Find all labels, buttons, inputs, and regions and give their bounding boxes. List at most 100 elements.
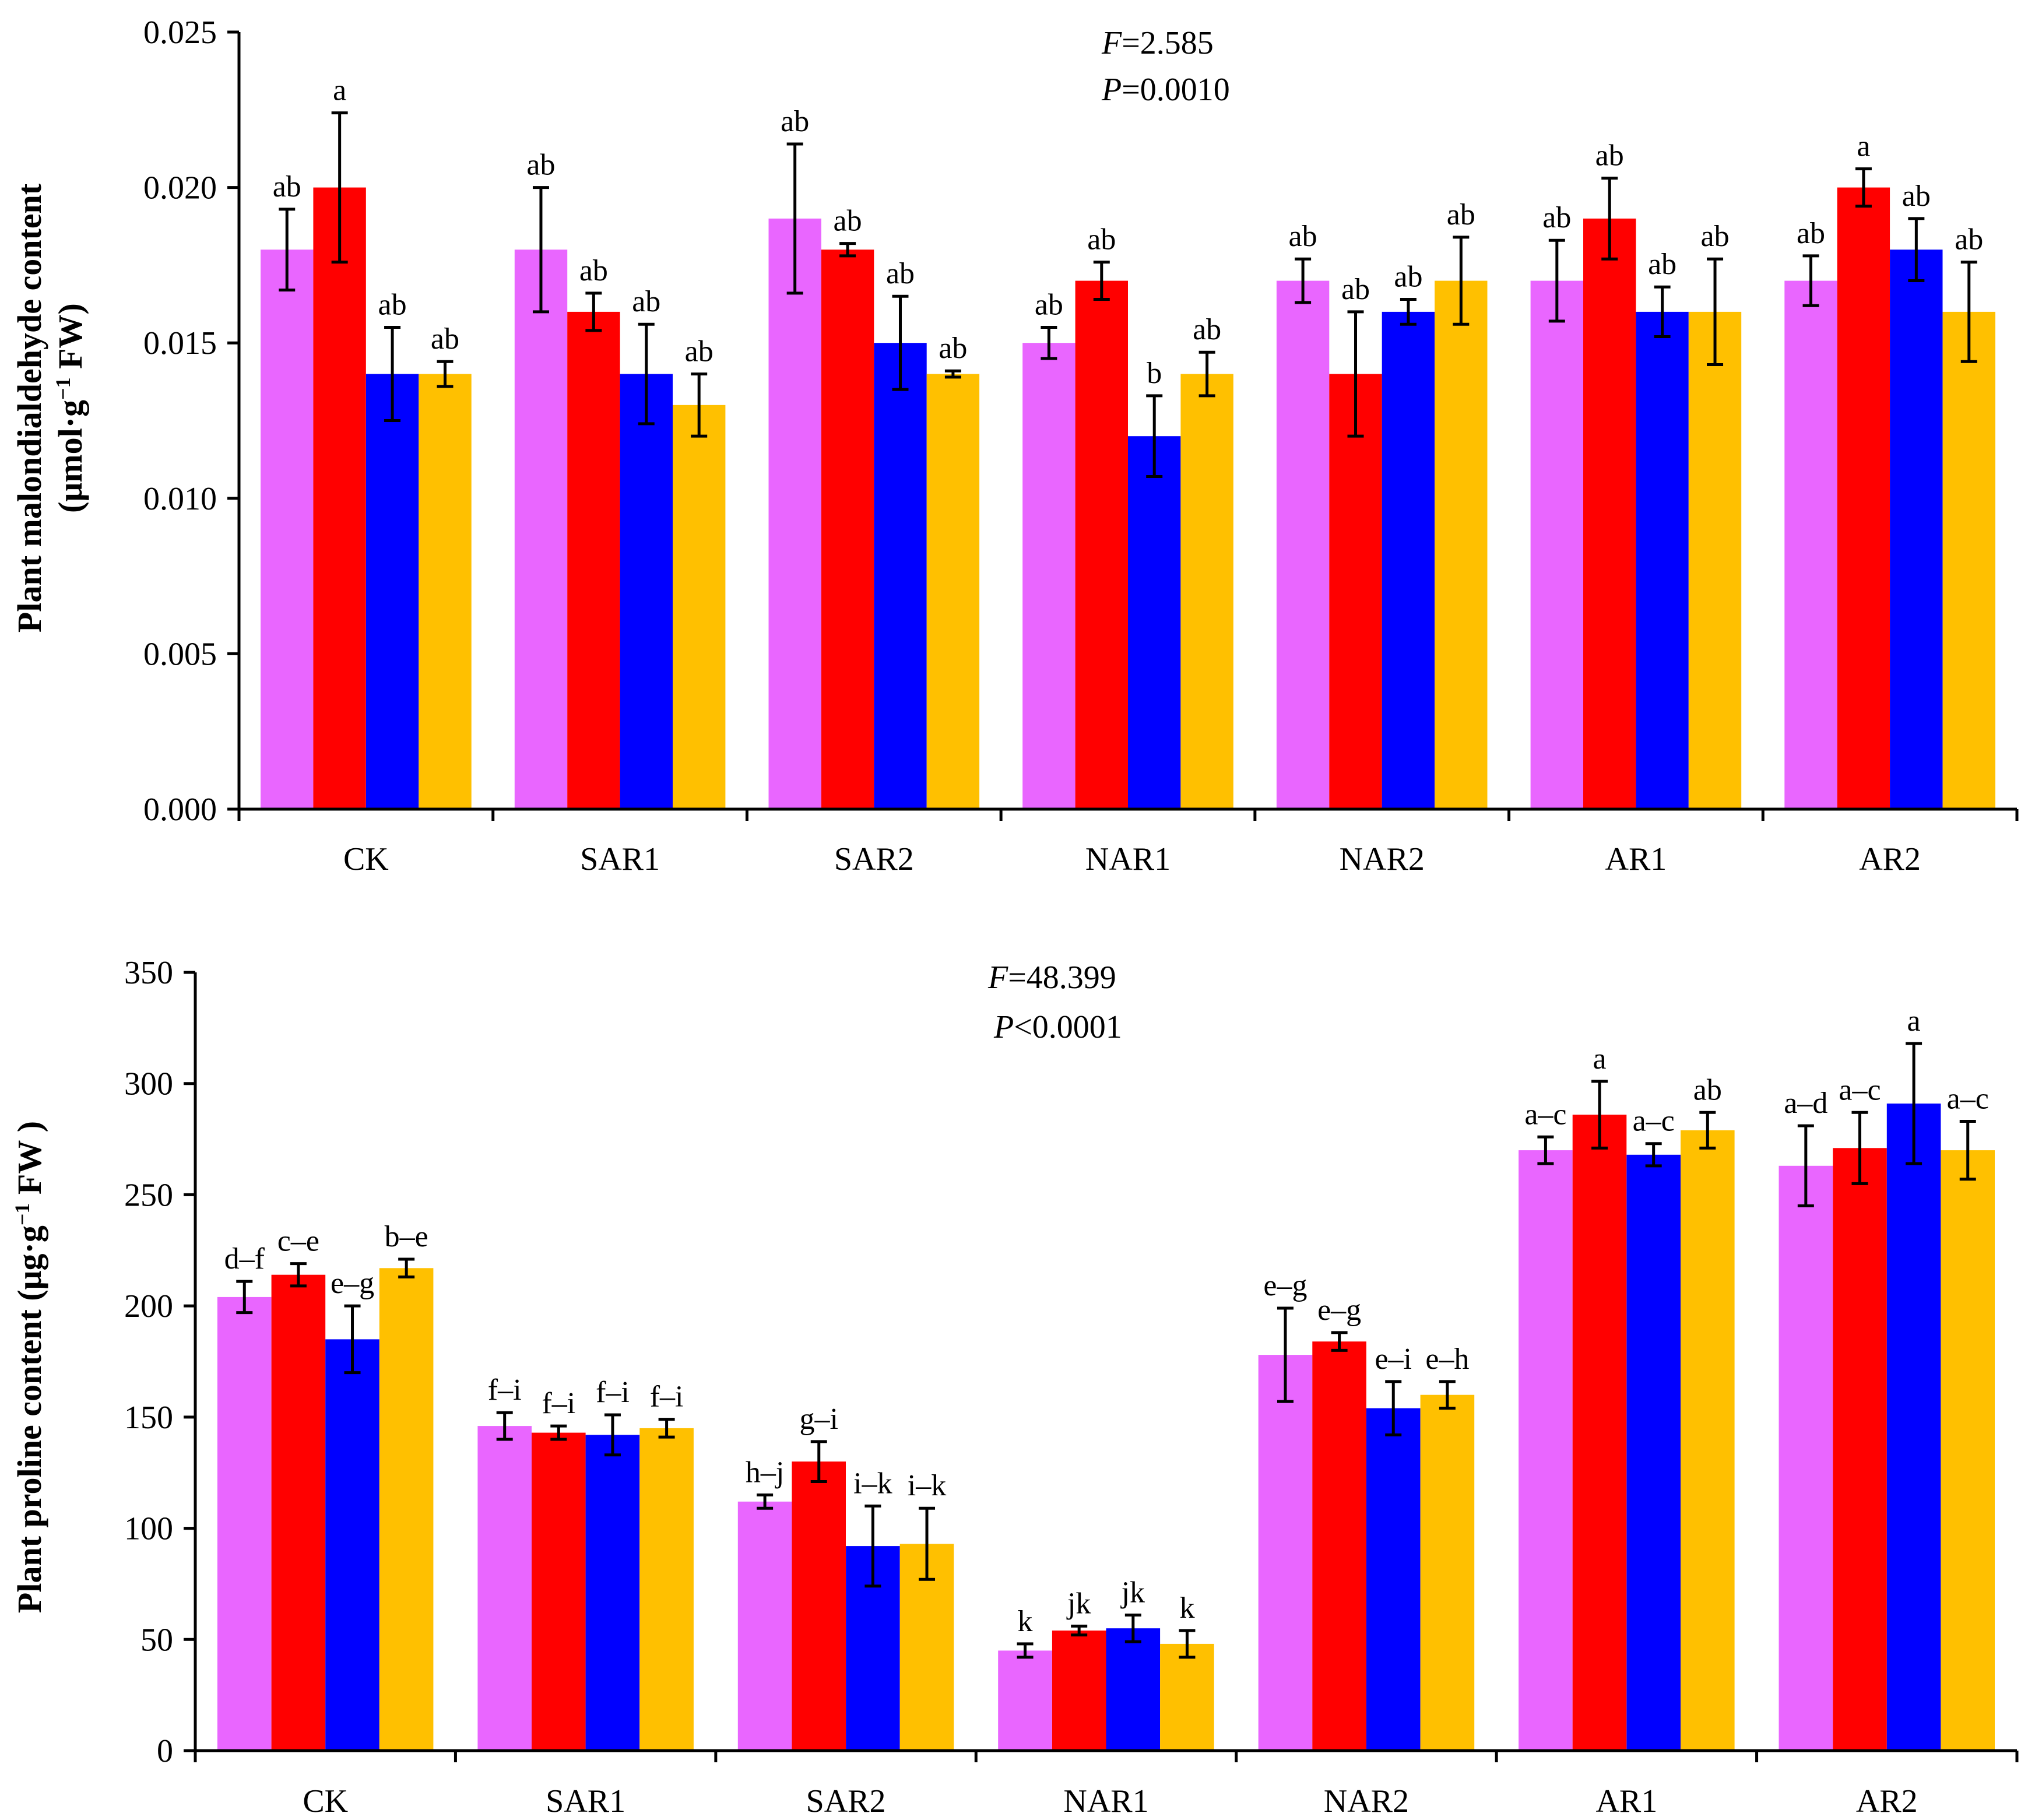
proline-significance-letter: c–e bbox=[277, 1225, 319, 1258]
mda-significance-letter: ab bbox=[1700, 220, 1729, 253]
mda-error-bar-nar1-series-4 bbox=[1198, 350, 1215, 398]
proline-error-bar-sar1-series-3 bbox=[604, 1413, 621, 1457]
proline-significance-letter: a bbox=[1907, 1004, 1921, 1038]
proline-bar-nar1-series-1 bbox=[998, 1650, 1052, 1751]
mda-bar-ck-series-2 bbox=[313, 187, 366, 810]
mda-error-bar-ar1-series-2 bbox=[1601, 177, 1618, 261]
proline-significance-letter: a–c bbox=[1947, 1083, 1989, 1116]
mda-bar-ck-series-3 bbox=[365, 374, 419, 809]
proline-bar-ar1-series-4 bbox=[1681, 1130, 1735, 1751]
mda-bar-nar2-series-4 bbox=[1435, 280, 1488, 810]
proline-bar-ar2-series-1 bbox=[1779, 1165, 1833, 1751]
proline-significance-letter: a bbox=[1593, 1042, 1606, 1076]
mda-error-bar-nar1-series-3 bbox=[1146, 394, 1163, 478]
mda-category-label-sar1: SAR1 bbox=[580, 841, 660, 877]
mda-bar-sar1-series-2 bbox=[567, 311, 620, 809]
proline-significance-letter: ab bbox=[1693, 1073, 1722, 1106]
proline-f-statistic: F=48.399 bbox=[987, 960, 1116, 996]
mda-error-bar-nar2-series-3 bbox=[1400, 298, 1417, 326]
mda-bar-nar1-series-1 bbox=[1022, 343, 1075, 809]
proline-error-bar-sar2-series-3 bbox=[864, 1504, 881, 1588]
proline-category-label-ck: CK bbox=[303, 1783, 348, 1819]
proline-category-label-nar1: NAR1 bbox=[1063, 1783, 1148, 1819]
mda-error-bar-sar1-series-2 bbox=[585, 291, 602, 332]
mda-category-label-ck: CK bbox=[343, 841, 389, 877]
malondialdehyde-f-statistic: F=2.585 bbox=[1101, 25, 1214, 61]
mda-significance-letter: ab bbox=[781, 105, 809, 138]
proline-significance-letter: f–i bbox=[488, 1373, 522, 1407]
mda-significance-letter: ab bbox=[1542, 201, 1571, 234]
proline-error-bar-sar1-series-4 bbox=[658, 1418, 675, 1439]
proline-error-bar-sar1-series-2 bbox=[550, 1424, 567, 1441]
proline-error-bar-nar1-series-2 bbox=[1071, 1624, 1088, 1637]
mda-significance-letter: b bbox=[1147, 357, 1162, 390]
proline-category-label-sar1: SAR1 bbox=[546, 1783, 625, 1819]
mda-error-bar-sar2-series-2 bbox=[839, 242, 856, 258]
proline-significance-letter: i–k bbox=[853, 1467, 892, 1500]
mda-error-bar-sar2-series-3 bbox=[892, 294, 909, 391]
proline-category-label-sar2: SAR2 bbox=[806, 1783, 886, 1819]
proline-significance-letter: g–i bbox=[800, 1403, 838, 1436]
proline-significance-letter: e–g bbox=[1263, 1269, 1307, 1302]
mda-bar-nar1-series-2 bbox=[1075, 280, 1128, 810]
proline-bar-ar1-series-1 bbox=[1519, 1150, 1573, 1751]
proline-error-bar-nar2-series-3 bbox=[1385, 1380, 1402, 1436]
proline-error-bar-ar1-series-4 bbox=[1699, 1111, 1716, 1150]
proline-error-bar-sar2-series-2 bbox=[810, 1440, 827, 1483]
proline-significance-letter: e–g bbox=[331, 1267, 374, 1300]
proline-bar-ck-series-3 bbox=[325, 1339, 379, 1751]
mda-significance-letter: ab bbox=[685, 335, 714, 368]
proline-bar-nar1-series-3 bbox=[1106, 1628, 1161, 1751]
malondialdehyde-chart: F=2.585 P=0.0010 Plant malondialdehyde c… bbox=[10, 15, 2019, 877]
proline-error-bar-ck-series-1 bbox=[236, 1280, 253, 1315]
mda-error-bar-sar1-series-4 bbox=[691, 373, 708, 438]
mda-significance-letter: ab bbox=[1648, 248, 1676, 281]
proline-error-bar-sar2-series-4 bbox=[919, 1506, 936, 1581]
mda-significance-letter: ab bbox=[939, 332, 967, 365]
mda-bar-sar1-series-3 bbox=[620, 374, 673, 809]
malondialdehyde-y-axis-label: Plant malondialdehyde content bbox=[10, 183, 48, 633]
mda-bar-sar2-series-4 bbox=[926, 374, 980, 809]
mda-error-bar-sar2-series-4 bbox=[944, 369, 961, 379]
mda-bar-ar2-series-3 bbox=[1890, 250, 1943, 809]
proline-bar-nar1-series-4 bbox=[1160, 1643, 1214, 1751]
mda-error-bar-nar2-series-4 bbox=[1453, 236, 1470, 326]
proline-category-label-nar2: NAR2 bbox=[1324, 1783, 1409, 1819]
mda-bar-ar2-series-4 bbox=[1942, 311, 1995, 809]
proline-bar-ck-series-4 bbox=[379, 1268, 434, 1751]
mda-bar-ar2-series-2 bbox=[1837, 187, 1890, 810]
proline-error-bar-nar2-series-4 bbox=[1439, 1380, 1456, 1410]
proline-bar-ar2-series-4 bbox=[1941, 1150, 1995, 1751]
mda-error-bar-ck-series-4 bbox=[437, 360, 454, 388]
proline-y-tick-label: 0 bbox=[157, 1733, 173, 1769]
proline-bar-nar2-series-4 bbox=[1420, 1394, 1475, 1751]
mda-error-bar-nar2-series-2 bbox=[1347, 310, 1364, 438]
mda-significance-letter: ab bbox=[273, 170, 301, 203]
proline-significance-letter: jk bbox=[1066, 1587, 1091, 1620]
mda-significance-letter: ab bbox=[1289, 220, 1317, 253]
proline-significance-letter: b–e bbox=[385, 1220, 428, 1253]
mda-bar-sar2-series-1 bbox=[768, 218, 821, 809]
proline-error-bar-nar1-series-1 bbox=[1017, 1642, 1034, 1659]
mda-significance-letter: ab bbox=[1193, 313, 1221, 346]
proline-bar-ar1-series-2 bbox=[1572, 1115, 1627, 1751]
mda-error-bar-sar1-series-3 bbox=[638, 322, 655, 426]
mda-significance-letter: ab bbox=[1394, 261, 1422, 294]
mda-bar-ar1-series-4 bbox=[1688, 311, 1742, 809]
proline-error-bar-ck-series-2 bbox=[290, 1262, 307, 1288]
mda-bar-ck-series-4 bbox=[419, 374, 472, 809]
mda-error-bar-ar1-series-3 bbox=[1654, 285, 1671, 339]
mda-significance-letter: ab bbox=[579, 254, 608, 287]
proline-error-bar-nar1-series-3 bbox=[1124, 1613, 1141, 1643]
mda-significance-letter: a bbox=[333, 74, 346, 107]
mda-error-bar-nar1-series-2 bbox=[1093, 261, 1110, 301]
proline-significance-letter: h–j bbox=[746, 1456, 784, 1489]
proline-significance-letter: k bbox=[1018, 1605, 1033, 1638]
proline-bar-nar2-series-3 bbox=[1366, 1408, 1421, 1751]
proline-significance-letter: i–k bbox=[908, 1469, 946, 1502]
mda-significance-letter: ab bbox=[1595, 139, 1624, 173]
proline-significance-letter: jk bbox=[1120, 1576, 1145, 1609]
proline-error-bar-ar2-series-1 bbox=[1797, 1124, 1814, 1207]
proline-error-bar-ck-series-4 bbox=[398, 1257, 415, 1279]
